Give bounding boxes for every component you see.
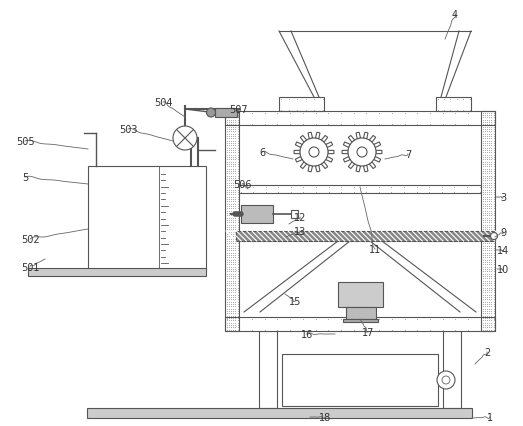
Bar: [346, 307, 376, 319]
Polygon shape: [321, 136, 327, 143]
Polygon shape: [315, 166, 320, 173]
Bar: [239, 186, 481, 193]
Text: 501: 501: [21, 262, 39, 272]
Text: 18: 18: [319, 412, 331, 422]
Text: 504: 504: [154, 98, 172, 108]
Bar: [279, 98, 324, 112]
Text: 505: 505: [16, 137, 35, 147]
Polygon shape: [363, 166, 368, 173]
Polygon shape: [344, 143, 350, 148]
Text: 3: 3: [500, 193, 506, 202]
Text: 6: 6: [259, 148, 265, 158]
Circle shape: [309, 148, 319, 158]
Polygon shape: [363, 133, 368, 139]
Bar: [291, 210, 298, 219]
Polygon shape: [328, 151, 334, 154]
Polygon shape: [308, 133, 313, 139]
Bar: [87, 408, 472, 418]
Text: 15: 15: [289, 296, 301, 306]
Polygon shape: [326, 143, 333, 148]
Bar: [343, 319, 378, 322]
Bar: [225, 112, 495, 126]
Text: 503: 503: [119, 125, 137, 135]
Polygon shape: [326, 157, 333, 163]
Bar: [225, 317, 495, 331]
Bar: [239, 186, 481, 193]
Polygon shape: [374, 157, 381, 163]
Circle shape: [357, 148, 367, 158]
Text: 7: 7: [405, 150, 411, 160]
Bar: [225, 112, 495, 126]
Polygon shape: [344, 157, 350, 163]
Polygon shape: [300, 136, 306, 143]
Text: 506: 506: [233, 180, 251, 190]
Circle shape: [442, 376, 450, 384]
Bar: [236, 231, 495, 242]
Polygon shape: [315, 133, 320, 139]
Text: 13: 13: [294, 227, 306, 236]
Text: 14: 14: [497, 245, 509, 256]
Polygon shape: [342, 151, 348, 154]
Bar: [225, 317, 495, 331]
Polygon shape: [369, 162, 376, 169]
Polygon shape: [294, 151, 300, 154]
Text: 5: 5: [22, 173, 28, 183]
Circle shape: [173, 127, 197, 151]
Bar: [215, 109, 237, 118]
Bar: [282, 354, 438, 406]
Bar: [259, 331, 277, 408]
Polygon shape: [295, 157, 302, 163]
Bar: [337, 282, 382, 307]
Polygon shape: [369, 136, 376, 143]
Polygon shape: [348, 162, 355, 169]
Bar: [436, 98, 471, 112]
Polygon shape: [321, 162, 327, 169]
Circle shape: [348, 139, 376, 167]
Bar: [481, 112, 495, 331]
Bar: [225, 112, 239, 331]
Text: 10: 10: [497, 265, 509, 274]
Text: 1: 1: [487, 412, 493, 422]
Polygon shape: [376, 151, 382, 154]
Bar: [88, 167, 206, 271]
Text: 16: 16: [301, 329, 313, 339]
Text: 17: 17: [362, 327, 374, 337]
Polygon shape: [374, 143, 381, 148]
Bar: [225, 112, 239, 331]
Circle shape: [300, 139, 328, 167]
Text: 2: 2: [484, 347, 490, 357]
Text: 507: 507: [229, 105, 247, 115]
Polygon shape: [300, 162, 306, 169]
Circle shape: [207, 109, 215, 118]
Bar: [436, 98, 471, 112]
Text: 11: 11: [369, 245, 381, 254]
Bar: [28, 268, 206, 276]
Text: 4: 4: [452, 10, 458, 20]
Text: 9: 9: [500, 227, 506, 237]
Text: 502: 502: [21, 234, 39, 245]
Bar: [241, 205, 273, 224]
Bar: [443, 331, 461, 408]
Bar: [279, 98, 324, 112]
Polygon shape: [356, 166, 360, 173]
Circle shape: [437, 371, 455, 389]
Polygon shape: [295, 143, 302, 148]
Polygon shape: [356, 133, 360, 139]
Text: 12: 12: [294, 213, 306, 222]
Bar: [481, 112, 495, 331]
Polygon shape: [348, 136, 355, 143]
Polygon shape: [308, 166, 313, 173]
Circle shape: [491, 233, 497, 240]
